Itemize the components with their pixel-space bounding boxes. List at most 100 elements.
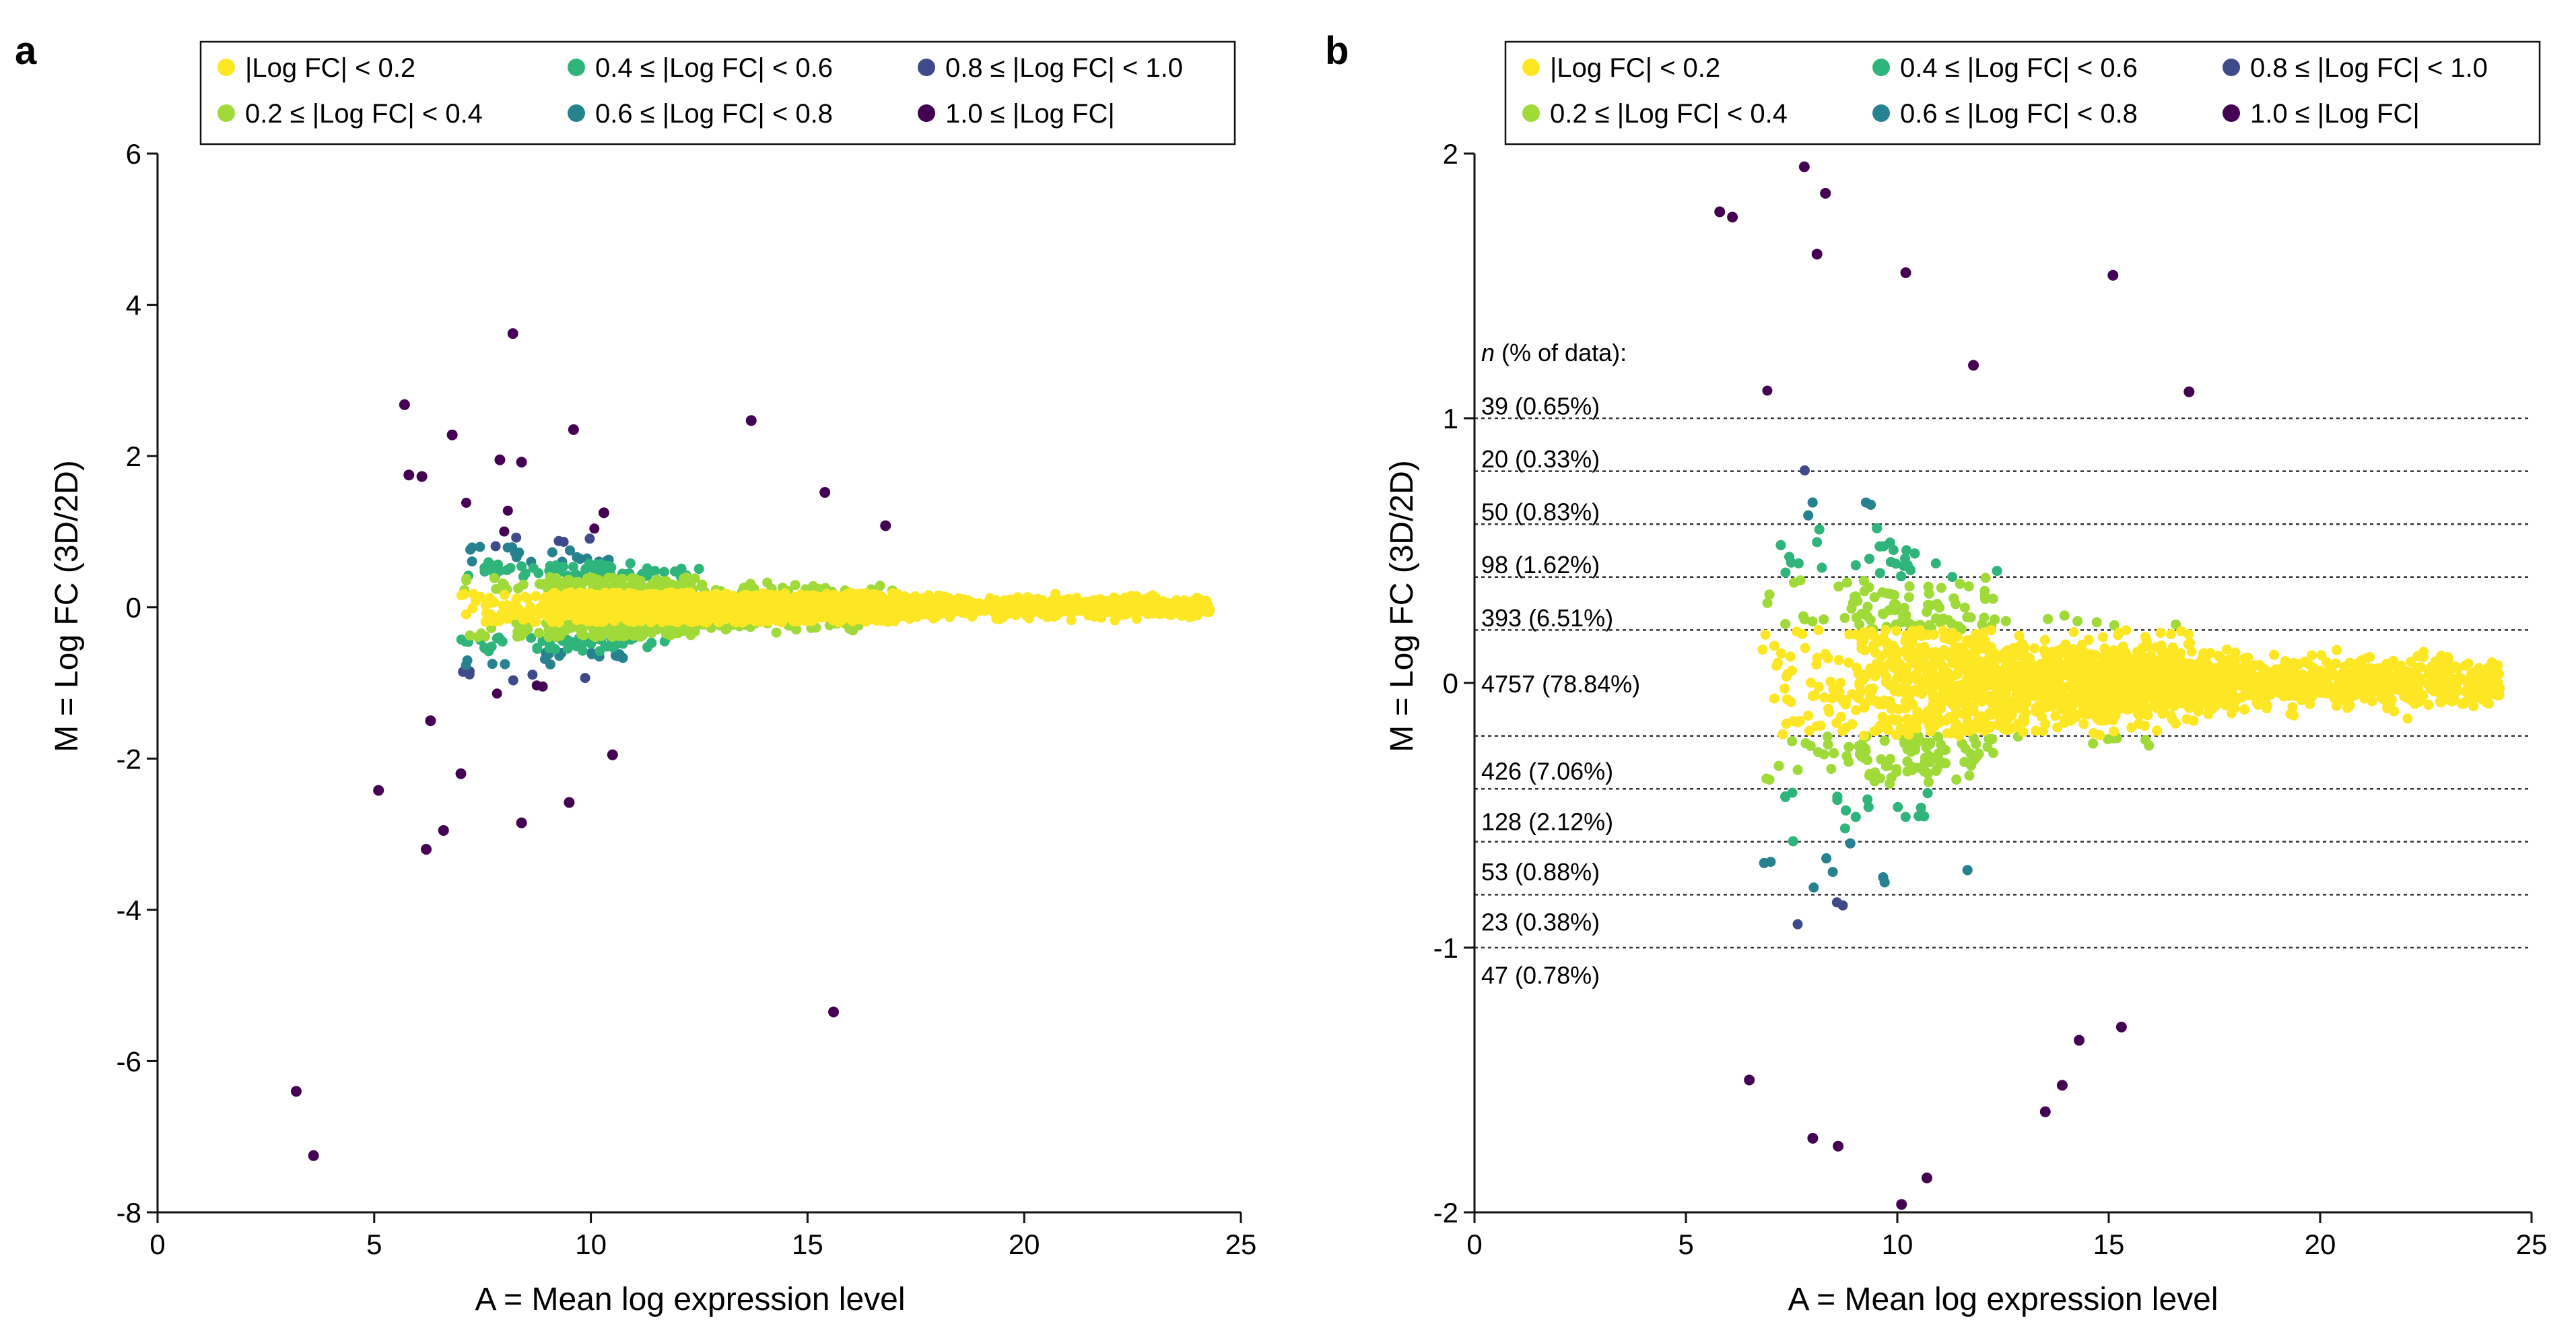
- data-point: [878, 602, 889, 612]
- x-tick-label: 15: [792, 1229, 823, 1260]
- data-point: [1891, 626, 1902, 636]
- data-point: [1916, 802, 1926, 813]
- data-point: [1792, 764, 1803, 775]
- data-point: [1137, 602, 1148, 613]
- data-point: [500, 659, 510, 669]
- x-tick-label: 25: [1225, 1229, 1257, 1260]
- data-point: [1817, 562, 1827, 573]
- data-point: [1800, 738, 1811, 749]
- data-point: [481, 608, 492, 618]
- data-point: [1964, 771, 1975, 781]
- data-point: [1793, 558, 1804, 568]
- data-point: [741, 602, 752, 613]
- data-point: [2269, 649, 2280, 660]
- outlier-point: [308, 1150, 319, 1161]
- data-point: [1864, 554, 1874, 564]
- data-point: [499, 589, 510, 600]
- panel-a-legend: |Log FC| < 0.2 0.4 ≤ |Log FC| < 0.6 0.8 ≤ …: [199, 40, 1236, 145]
- data-point: [1780, 619, 1791, 629]
- data-point: [1959, 602, 1970, 613]
- y-tick-label: 0: [126, 592, 141, 624]
- outlier-point: [516, 457, 527, 468]
- legend-label-c2: 0.2 ≤ |Log FC| < 0.4: [1550, 99, 1788, 129]
- data-point: [1951, 599, 1961, 610]
- outlier-point: [607, 749, 618, 760]
- data-point: [1097, 602, 1108, 613]
- data-point: [1947, 572, 1958, 583]
- data-point: [1777, 729, 1788, 740]
- outlier-point: [516, 817, 527, 828]
- data-point: [782, 602, 792, 613]
- legend-marker-c6: [2223, 104, 2240, 122]
- data-point: [1841, 805, 1852, 816]
- panel-a-y-axis-label: M = Log FC (3D/2D): [49, 460, 85, 752]
- outlier-point: [507, 328, 518, 339]
- outlier-point: [290, 1086, 302, 1097]
- data-point: [1893, 801, 1903, 812]
- legend-marker-c3: [1872, 59, 1890, 76]
- data-point: [508, 675, 518, 686]
- data-point: [490, 541, 501, 552]
- data-point: [1858, 730, 1869, 741]
- data-point: [2155, 628, 2166, 638]
- data-point: [1874, 541, 1885, 552]
- data-point: [1934, 602, 1945, 613]
- data-point: [1832, 791, 1843, 802]
- data-point: [1792, 919, 1803, 929]
- data-point: [1761, 773, 1772, 784]
- data-point: [2029, 643, 2040, 654]
- legend-marker-c5: [918, 59, 935, 76]
- data-point: [2097, 632, 2108, 643]
- data-point: [1847, 719, 1858, 729]
- data-point: [1904, 581, 1915, 592]
- data-point: [790, 580, 801, 591]
- data-point: [1821, 853, 1832, 863]
- data-point: [652, 601, 662, 612]
- y-tick-label: -2: [116, 743, 141, 775]
- data-point: [1787, 787, 1798, 798]
- data-point: [1951, 774, 1962, 785]
- legend-label-c5: 0.8 ≤ |Log FC| < 1.0: [2250, 53, 2488, 83]
- data-point: [833, 602, 844, 613]
- data-point: [1891, 764, 1902, 775]
- panel-a: a |Log FC| < 0.2 0.4 ≤ |Log FC| < 0.6 0.8 …: [15, 29, 1256, 1317]
- x-tick-label: 5: [366, 1229, 382, 1260]
- data-point: [1823, 703, 1834, 714]
- data-point: [580, 673, 590, 684]
- data-point: [584, 602, 595, 613]
- legend-marker-c4: [1872, 104, 1890, 122]
- data-point: [1771, 661, 1782, 671]
- y-tick-label: 2: [126, 440, 141, 472]
- data-point: [511, 552, 522, 562]
- data-point: [2152, 725, 2163, 736]
- x-tick-label: 0: [149, 1229, 165, 1260]
- data-point: [1024, 602, 1035, 613]
- data-point: [1979, 593, 1990, 604]
- data-point: [2031, 725, 2041, 736]
- data-point: [800, 602, 811, 612]
- data-point: [1992, 566, 2002, 577]
- data-point: [1902, 756, 1913, 767]
- data-point: [1169, 602, 1179, 613]
- data-point: [1803, 710, 1814, 721]
- data-point: [456, 634, 467, 645]
- data-point: [475, 542, 485, 552]
- y-tick-label: 4: [126, 290, 141, 321]
- data-point: [1835, 711, 1846, 722]
- panel-b-legend: |Log FC| < 0.2 0.4 ≤ |Log FC| < 0.6 0.8 ≤ …: [1504, 40, 2541, 145]
- outlier-point: [880, 520, 891, 531]
- data-point: [1879, 695, 1890, 706]
- outlier-point: [425, 715, 436, 727]
- data-point: [1823, 653, 1833, 663]
- data-point: [1159, 602, 1170, 612]
- data-point: [586, 647, 597, 658]
- legend-marker-c3: [568, 59, 585, 76]
- data-point: [1201, 602, 1212, 613]
- data-point: [533, 568, 544, 579]
- outlier-point: [446, 429, 458, 440]
- data-point: [565, 545, 575, 556]
- data-point: [476, 628, 487, 638]
- data-point: [461, 609, 471, 620]
- legend-label-c5: 0.8 ≤ |Log FC| < 1.0: [945, 53, 1183, 83]
- data-point: [1046, 602, 1056, 612]
